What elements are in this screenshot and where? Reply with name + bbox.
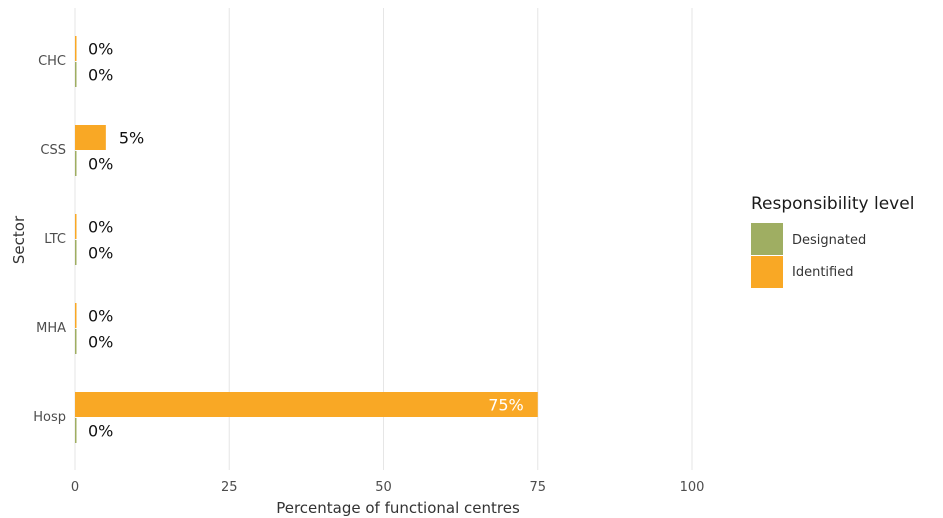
- y-tick-label: MHA: [36, 321, 66, 336]
- bar-designated-css: [75, 151, 77, 176]
- y-axis-ticks: CHC CSS LTC MHA Hosp: [33, 54, 66, 425]
- data-label-identified-chc: 0%: [88, 40, 113, 59]
- y-tick-label: Hosp: [33, 410, 66, 425]
- x-tick-label: 25: [221, 480, 238, 495]
- legend-label-identified: Identified: [792, 265, 853, 280]
- data-label-designated-mha: 0%: [88, 333, 113, 352]
- data-labels: 0% 0% 5% 0% 0% 0% 0% 0% 75% 0%: [88, 40, 524, 441]
- legend-swatch-designated: [751, 223, 783, 255]
- bar-identified-css: [75, 125, 106, 150]
- x-tick-label: 50: [375, 480, 392, 495]
- legend-label-designated: Designated: [792, 233, 866, 248]
- bar-designated-mha: [75, 329, 77, 354]
- bar-identified-mha: [75, 303, 77, 328]
- data-label-identified-mha: 0%: [88, 307, 113, 326]
- data-label-designated-chc: 0%: [88, 66, 113, 85]
- data-label-identified-css: 5%: [119, 129, 144, 148]
- x-axis-ticks: 0 25 50 75 100: [71, 480, 705, 495]
- bar-designated-chc: [75, 62, 77, 87]
- x-axis-title: Percentage of functional centres: [276, 499, 520, 517]
- x-tick-label: 100: [680, 480, 705, 495]
- bar-designated-ltc: [75, 240, 77, 265]
- data-label-identified-hosp: 75%: [488, 396, 524, 415]
- bar-identified-hosp: [75, 392, 538, 417]
- y-tick-label: CSS: [40, 143, 66, 158]
- x-tick-label: 75: [529, 480, 546, 495]
- legend: Responsibility level Designated Identifi…: [751, 194, 914, 288]
- legend-swatch-identified: [751, 256, 783, 288]
- bar-identified-ltc: [75, 214, 77, 239]
- bar-designated-hosp: [75, 418, 77, 443]
- data-label-designated-ltc: 0%: [88, 244, 113, 263]
- legend-title: Responsibility level: [751, 194, 914, 214]
- data-label-designated-hosp: 0%: [88, 422, 113, 441]
- y-tick-label: CHC: [38, 54, 66, 69]
- data-label-identified-ltc: 0%: [88, 218, 113, 237]
- data-label-designated-css: 0%: [88, 155, 113, 174]
- x-tick-label: 0: [71, 480, 79, 495]
- bar-identified-chc: [75, 36, 77, 61]
- bars: [75, 36, 538, 443]
- y-tick-label: LTC: [44, 232, 66, 247]
- y-axis-title: Sector: [10, 215, 28, 264]
